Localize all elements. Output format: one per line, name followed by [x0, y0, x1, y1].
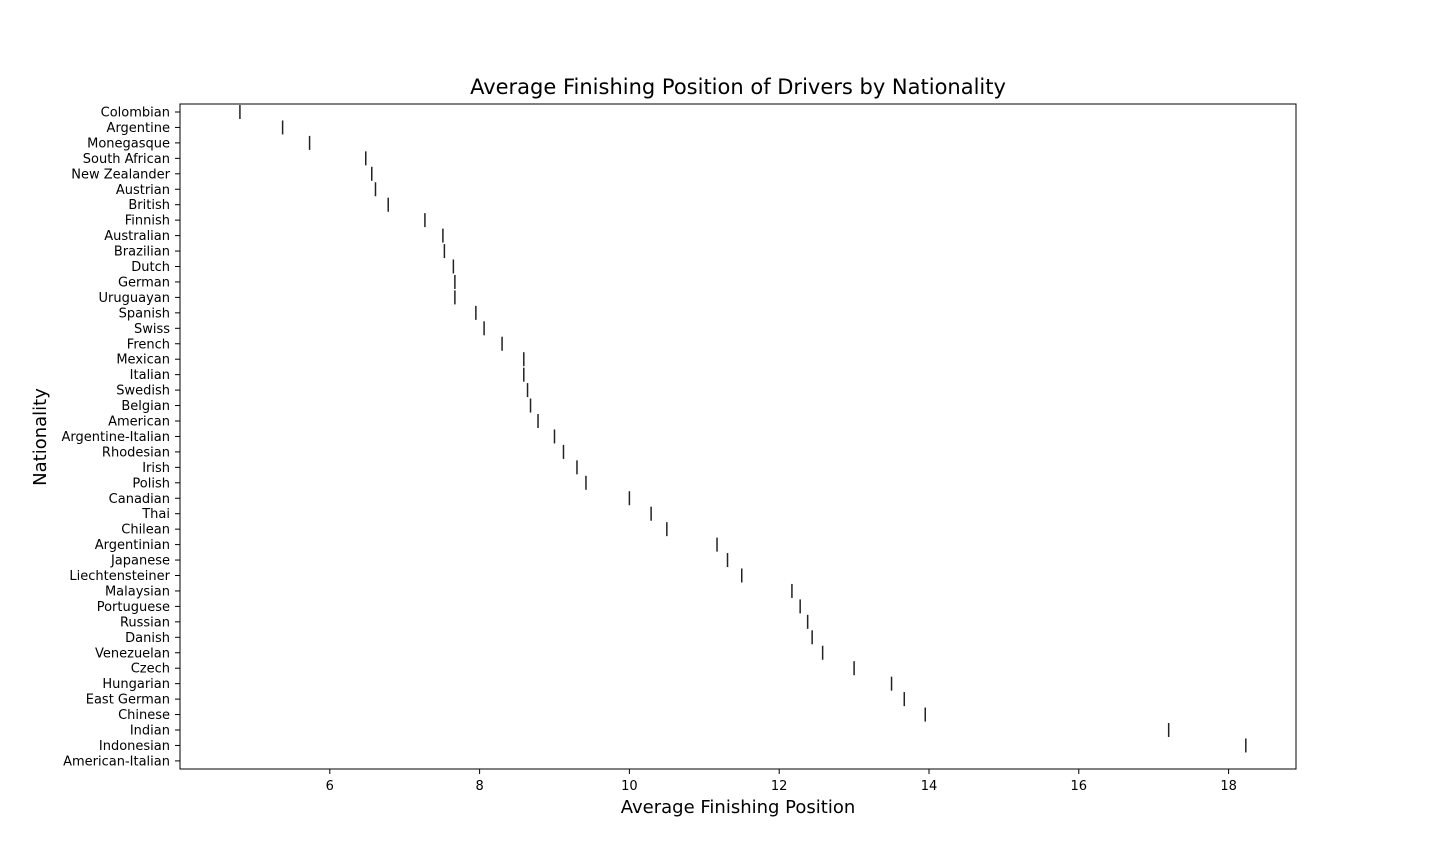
- y-tick-label: Australian: [104, 229, 170, 244]
- y-tick-label: Mexican: [116, 353, 170, 368]
- x-axis: 6 8 10 12 14 16 18: [326, 769, 1237, 794]
- y-tick-label: Indian: [130, 724, 170, 739]
- y-tick-label: Rhodesian: [102, 445, 170, 460]
- y-tick-label: Monegasque: [87, 136, 170, 151]
- y-tick-label: Finnish: [125, 214, 170, 229]
- y-tick-label: Argentine-Italian: [62, 430, 170, 445]
- y-tick-label: Argentinian: [95, 538, 170, 553]
- y-tick-label: Irish: [142, 461, 170, 476]
- y-tick-label: Argentine: [107, 121, 170, 136]
- y-tick-label: Japanese: [110, 554, 170, 569]
- data-marks: [239, 105, 1247, 753]
- x-tick-label: 12: [771, 779, 788, 794]
- x-axis-label: Average Finishing Position: [621, 797, 856, 818]
- y-tick-label: Polish: [132, 476, 170, 491]
- y-tick-label: New Zealander: [71, 167, 170, 182]
- y-tick-label: Russian: [120, 615, 170, 630]
- y-tick-label: Venezuelan: [95, 646, 170, 661]
- y-tick-label: German: [118, 275, 170, 290]
- y-tick-label: British: [128, 198, 170, 213]
- y-tick-label: Hungarian: [102, 677, 170, 692]
- y-tick-label: Italian: [130, 368, 170, 383]
- y-tick-label: South African: [83, 152, 170, 167]
- y-tick-label: Chinese: [118, 708, 170, 723]
- x-tick-label: 6: [326, 779, 334, 794]
- y-tick-label: Brazilian: [114, 245, 170, 260]
- y-tick-label: Swiss: [134, 322, 170, 337]
- y-tick-label: Austrian: [116, 183, 170, 198]
- y-tick-label: Czech: [131, 662, 170, 677]
- y-tick-label: Dutch: [131, 260, 170, 275]
- y-tick-label: American: [108, 415, 170, 430]
- y-tick-label: Chilean: [121, 523, 170, 538]
- y-axis-label: Nationality: [30, 388, 51, 486]
- y-tick-label: East German: [86, 693, 170, 708]
- chart-title: Average Finishing Position of Drivers by…: [470, 75, 1006, 99]
- x-tick-label: 8: [475, 779, 483, 794]
- x-tick-label: 16: [1071, 779, 1088, 794]
- y-tick-label: Colombian: [101, 106, 170, 121]
- y-tick-label: French: [127, 337, 170, 352]
- y-tick-label: Spanish: [119, 306, 170, 321]
- x-tick-label: 14: [921, 779, 938, 794]
- y-tick-label: American-Italian: [63, 754, 170, 769]
- x-tick-label: 10: [621, 779, 638, 794]
- plot-area: [179, 103, 1297, 770]
- y-tick-label: Malaysian: [105, 584, 170, 599]
- x-tick-label: 18: [1220, 779, 1237, 794]
- y-tick-label: Swedish: [116, 384, 170, 399]
- y-tick-label: Indonesian: [99, 739, 170, 754]
- y-tick-label: Danish: [125, 631, 170, 646]
- y-tick-label: Uruguayan: [99, 291, 170, 306]
- y-tick-label: Liechtensteiner: [69, 569, 170, 584]
- y-tick-label: Belgian: [121, 399, 170, 414]
- y-tick-label: Portuguese: [97, 600, 170, 615]
- y-tick-label: Thai: [141, 507, 170, 522]
- y-tick-label: Canadian: [109, 492, 170, 507]
